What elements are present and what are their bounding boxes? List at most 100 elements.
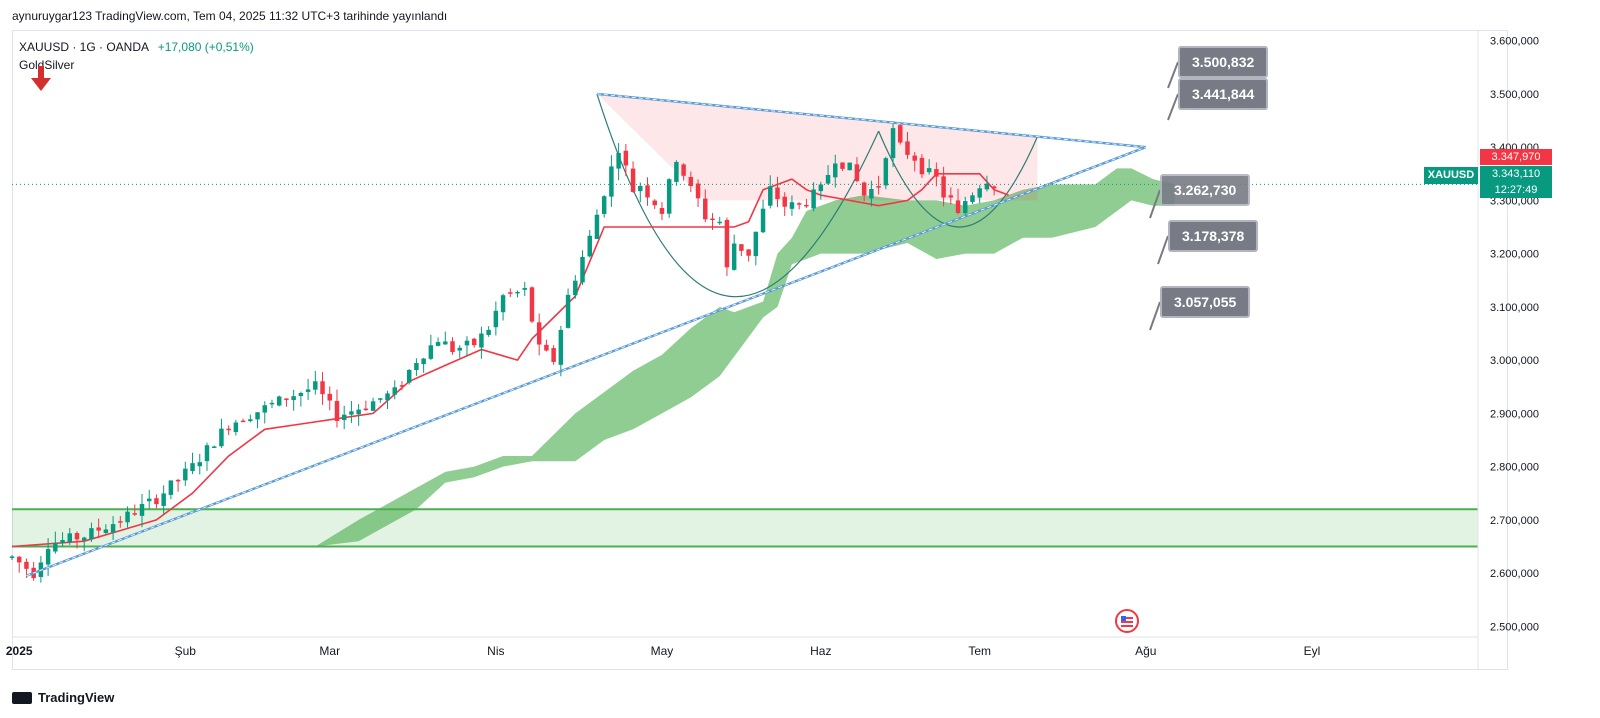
callout-label[interactable]: 3.500,832: [1178, 46, 1269, 78]
candle-up: [161, 485, 166, 515]
candle-down: [16, 555, 22, 573]
candle-up: [204, 442, 210, 471]
candle-body: [363, 408, 369, 411]
candle-body: [204, 445, 210, 462]
candle-body: [110, 524, 116, 533]
candle-up: [970, 192, 975, 204]
candle-up: [573, 275, 578, 299]
candle-body: [898, 125, 903, 143]
candle-body: [139, 503, 145, 516]
indicator-name[interactable]: GoldSilver: [19, 58, 75, 72]
candle-up: [110, 516, 116, 540]
candle-down: [739, 244, 744, 257]
candle-down: [919, 154, 925, 178]
y-tick-label: 2.600,000: [1490, 568, 1539, 580]
x-tick-label: Ağu: [1135, 644, 1156, 658]
candle-up: [883, 156, 889, 190]
candle-body: [955, 200, 961, 213]
candle-down: [363, 400, 369, 411]
candle-body: [298, 392, 304, 396]
symbol-info: XAUUSD · 1G · OANDA: [19, 40, 149, 54]
candle-down: [912, 151, 917, 172]
candle-body: [580, 256, 585, 283]
candle-body: [652, 200, 657, 206]
candle-body: [623, 150, 629, 166]
countdown-tag: 12:27:49: [1480, 182, 1552, 198]
candle-up: [479, 326, 484, 359]
candle-up: [717, 216, 722, 225]
candle-down: [536, 313, 542, 356]
candle-body: [681, 164, 686, 176]
y-tick-label: 3.100,000: [1490, 302, 1539, 314]
candle-up: [565, 288, 571, 329]
callout-label[interactable]: 3.262,730: [1160, 174, 1251, 206]
red-price-tag: 3.347,970: [1480, 149, 1552, 165]
candle-up: [139, 493, 145, 528]
tradingview-logo[interactable]: TradingView: [12, 690, 114, 705]
candle-up: [269, 399, 275, 409]
candle-body: [211, 446, 217, 448]
candle-up: [9, 555, 15, 561]
candle-body: [320, 381, 325, 395]
candle-body: [103, 529, 109, 533]
callout-label[interactable]: 3.178,378: [1168, 220, 1259, 252]
candle-up: [443, 331, 448, 345]
candle-up: [233, 419, 239, 436]
callout-pointer: [1149, 189, 1161, 219]
callout-pointer: [1149, 301, 1161, 331]
candle-body: [443, 341, 448, 345]
symbol-legend[interactable]: XAUUSD · 1G · OANDA +17,080 (+0,51%): [19, 40, 254, 54]
candle-up: [638, 182, 643, 203]
candle-body: [89, 528, 94, 540]
candle-up: [616, 143, 621, 181]
candle-down: [399, 381, 405, 391]
candle-body: [609, 166, 614, 197]
candle-body: [833, 163, 838, 178]
tradingview-logo-icon: [12, 691, 32, 704]
candle-body: [414, 363, 419, 371]
candle-body: [146, 498, 152, 502]
candle-body: [991, 186, 997, 189]
us-flag-event-icon[interactable]: [1114, 608, 1140, 634]
symbol-price-tag: XAUUSD: [1424, 167, 1478, 184]
candle-body: [190, 463, 195, 472]
candle-up: [609, 155, 614, 207]
candle-up: [125, 506, 130, 528]
candle-body: [175, 479, 181, 482]
candle-up: [349, 401, 354, 424]
candle-down: [991, 185, 997, 196]
candle-down: [175, 478, 181, 492]
candle-down: [154, 494, 159, 509]
candle-body: [840, 162, 845, 169]
candle-body: [132, 513, 138, 515]
candle-body: [493, 310, 499, 328]
candle-down: [645, 177, 650, 206]
candle-body: [183, 468, 188, 481]
candle-up: [421, 357, 426, 373]
candle-body: [544, 344, 549, 351]
candle-up: [811, 182, 816, 212]
candle-up: [414, 358, 419, 377]
candle-down: [118, 516, 123, 528]
candle-up: [977, 185, 982, 204]
candle-up: [190, 452, 195, 475]
candle-up: [731, 234, 737, 271]
candle-up: [392, 380, 397, 400]
callout-label[interactable]: 3.441,844: [1178, 78, 1269, 110]
candle-up: [601, 195, 607, 218]
candle-body: [926, 168, 932, 173]
candle-down: [710, 213, 715, 230]
candle-body: [724, 219, 730, 268]
candle-body: [775, 187, 780, 200]
callout-label[interactable]: 3.057,055: [1160, 286, 1251, 318]
candle-up: [963, 196, 968, 215]
candle-down: [284, 398, 289, 407]
candle-up: [298, 391, 304, 407]
candle-down: [471, 337, 477, 348]
candle-up: [291, 389, 296, 411]
candle-up: [183, 461, 188, 486]
candle-down: [934, 162, 939, 187]
candle-down: [898, 122, 903, 145]
candle-up: [197, 453, 203, 475]
